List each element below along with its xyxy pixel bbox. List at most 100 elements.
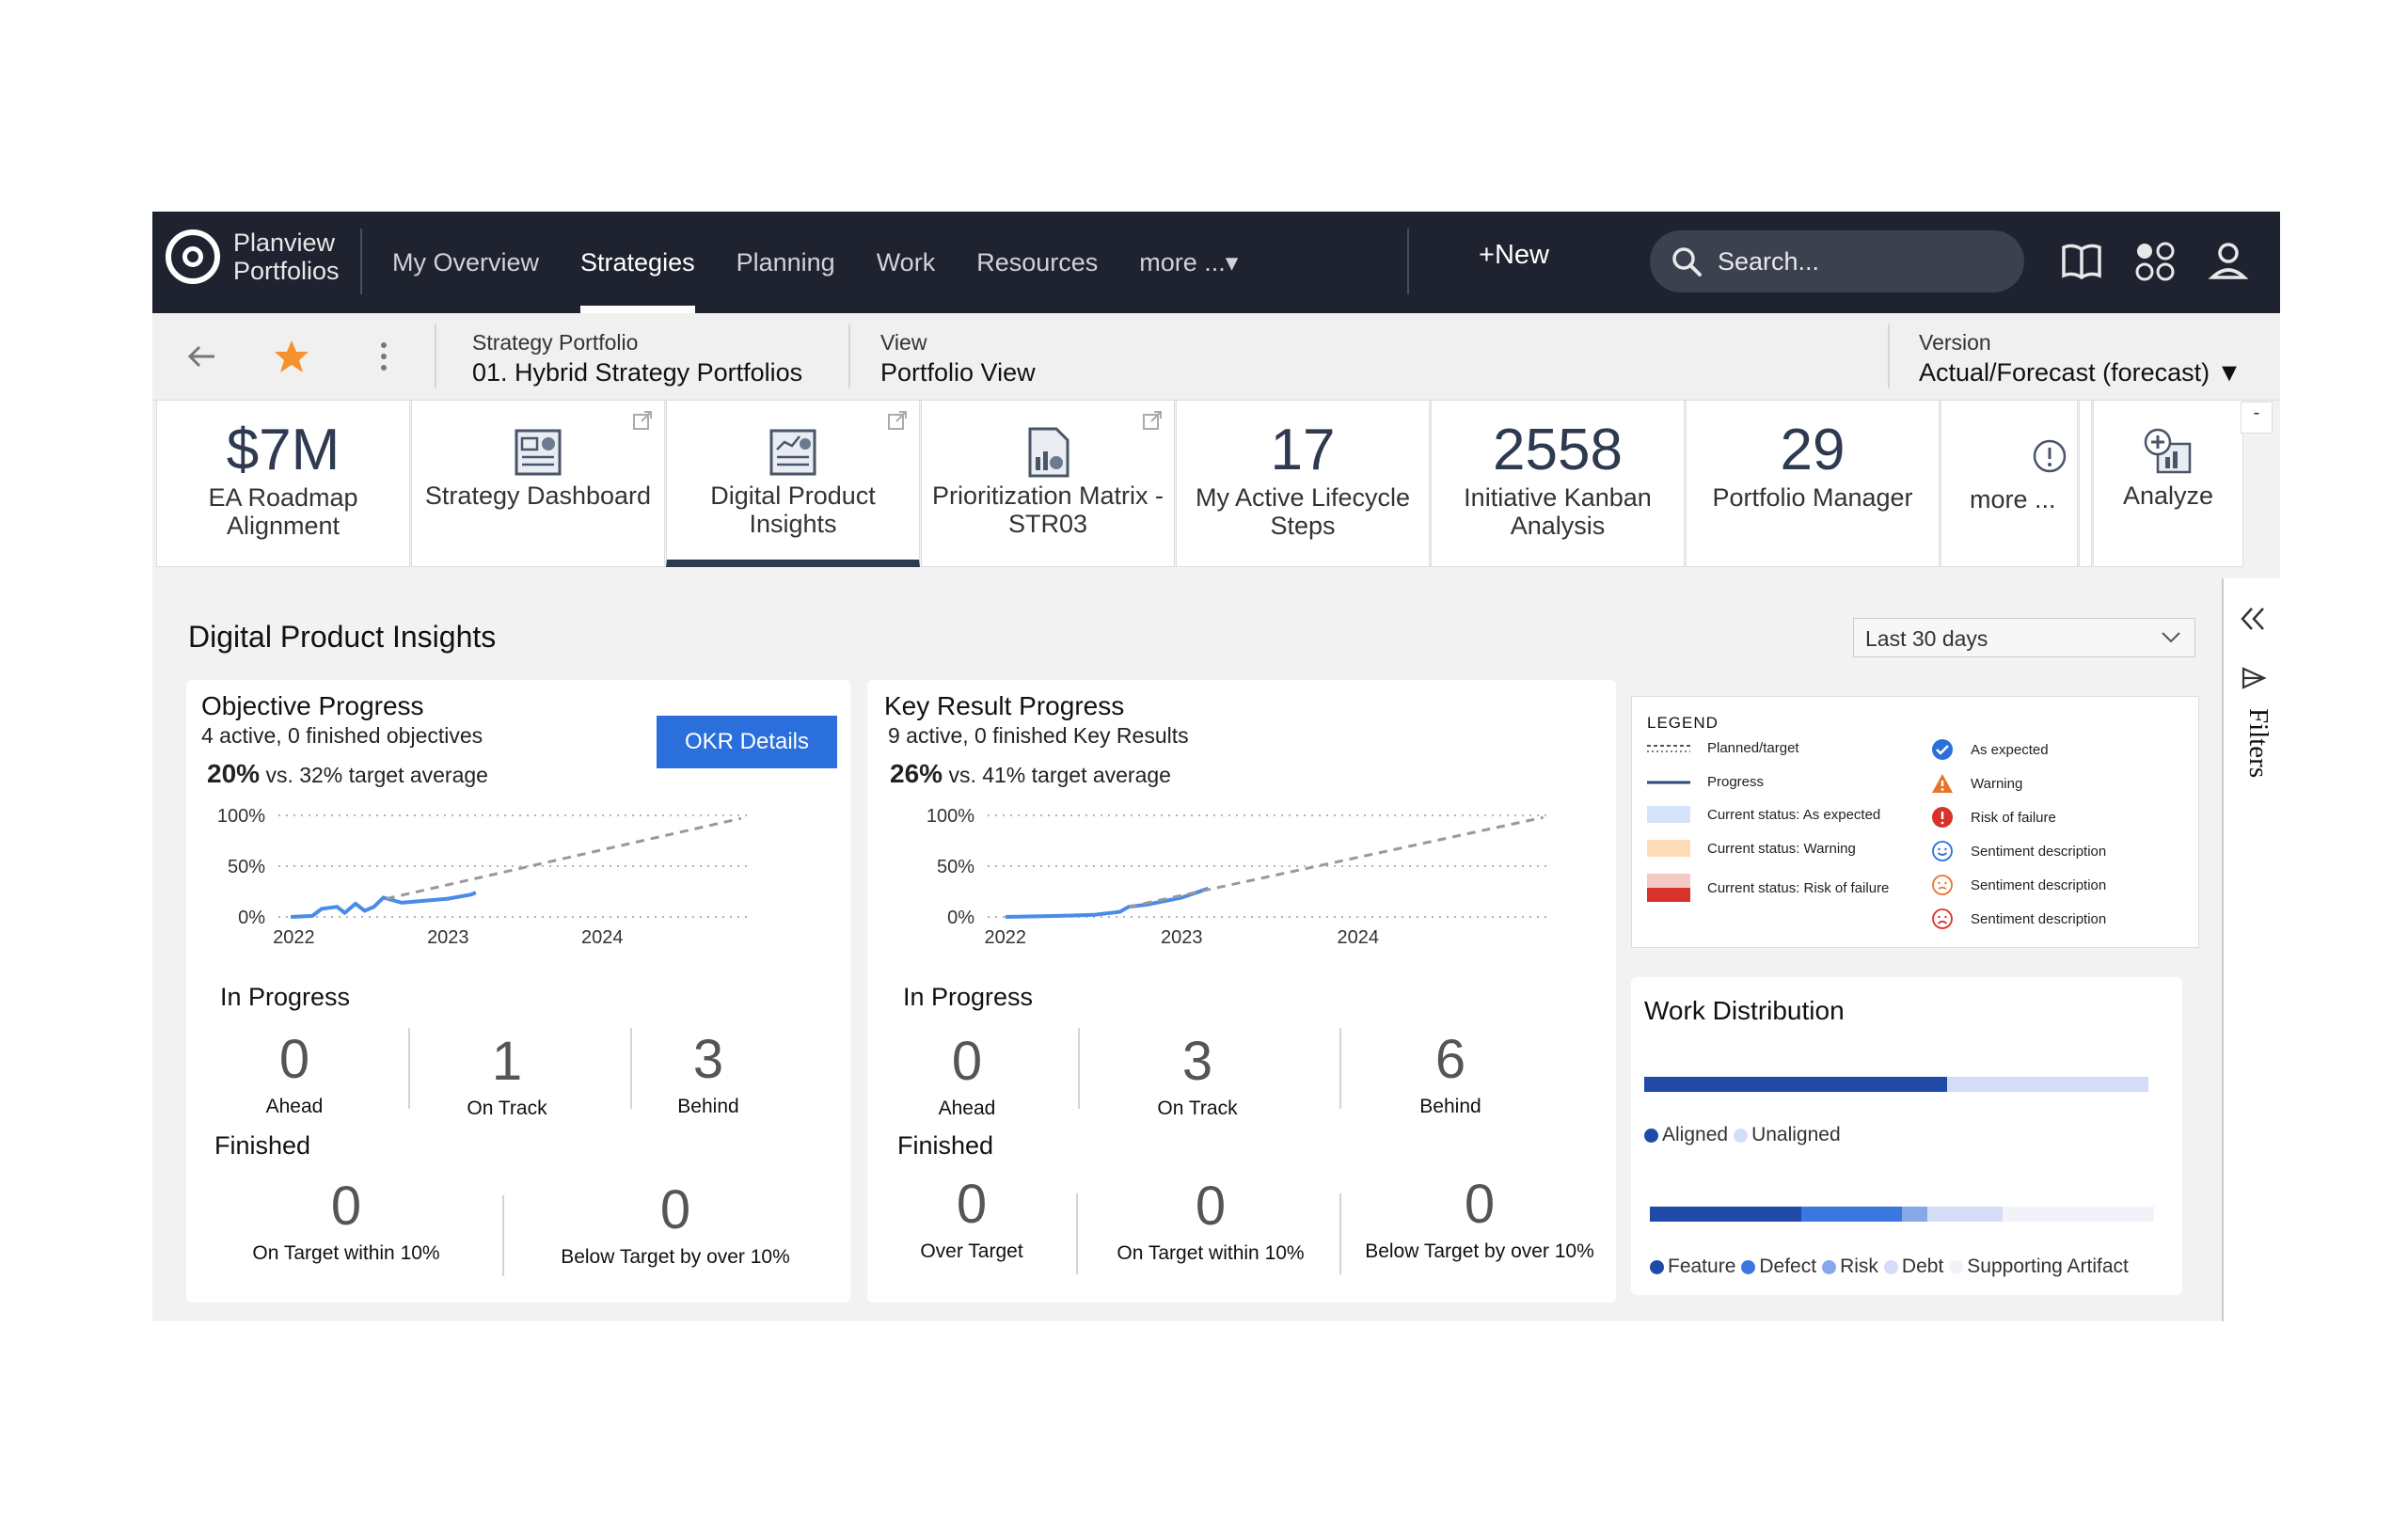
bar-segment-aligned[interactable]: [1644, 1077, 1947, 1092]
apps-grid-icon[interactable]: [2131, 238, 2178, 285]
legend-dot: [1883, 1259, 1898, 1274]
context-divider: [1888, 324, 1890, 388]
strategy-portfolio-selector[interactable]: 01. Hybrid Strategy Portfolios: [472, 358, 803, 387]
legend-sentiment-neutral: Sentiment description: [1931, 874, 2106, 896]
legend-label: Debt: [1901, 1255, 1944, 1277]
filters-label[interactable]: Filters: [2243, 708, 2273, 779]
y-tick-label: 0%: [238, 908, 265, 928]
bar-segment-unaligned[interactable]: [1946, 1077, 2148, 1092]
double-chevron-left-icon[interactable]: [2239, 605, 2267, 633]
bar-segment-supporting-artifact[interactable]: [2003, 1207, 2154, 1222]
objective-progress-card: Objective Progress 4 active, 0 finished …: [186, 680, 850, 1303]
stat-behind: 6 Behind: [1385, 1030, 1516, 1118]
external-link-icon[interactable]: [887, 410, 908, 431]
stat-value: 0: [1195, 1176, 1227, 1237]
legend-label: Unaligned: [1751, 1124, 1841, 1145]
planview-logo[interactable]: Planview Portfolios: [166, 229, 365, 285]
legend-panel: LEGEND Planned/target Progress Current s…: [1631, 696, 2199, 948]
new-button[interactable]: +New: [1479, 240, 1549, 271]
view-selector[interactable]: Portfolio View: [880, 358, 1036, 387]
tile-strategy-dashboard[interactable]: Strategy Dashboard: [411, 400, 665, 567]
key-result-percent: 26%: [890, 759, 943, 788]
progress-line: [291, 891, 477, 919]
tile-analyze[interactable]: Analyze: [2093, 400, 2243, 567]
bar-segment-risk[interactable]: [1901, 1207, 1927, 1222]
filters-panel: Filters: [2222, 578, 2280, 1321]
work-distribution-card: Work Distribution Aligned Unaligned Featu…: [1631, 977, 2182, 1295]
key-result-percent-summary: 26% vs. 41% target average: [890, 759, 1171, 789]
date-range-value: Last 30 days: [1865, 626, 1988, 651]
tile-prioritization-matrix[interactable]: Prioritization Matrix - STR03: [921, 400, 1175, 567]
bar-segment-defect[interactable]: [1800, 1207, 1902, 1222]
stat-divider: [1339, 1028, 1341, 1109]
legend-sentiment-sad: Sentiment description: [1931, 908, 2106, 930]
stat-label: Behind: [677, 1096, 739, 1117]
solid-line-swatch: [1647, 781, 1690, 783]
stat-label: Ahead: [938, 1098, 996, 1119]
back-arrow-icon[interactable]: [184, 340, 218, 373]
main-content: Digital Product Insights Last 30 days Ob…: [152, 578, 2222, 1321]
stat-value: 1: [491, 1031, 523, 1092]
date-range-select[interactable]: Last 30 days: [1853, 618, 2195, 657]
x-tick-label: 2022: [985, 927, 1027, 948]
warning-triangle-icon: [1932, 774, 1953, 793]
progress-line: [1005, 886, 1210, 919]
favorite-star-icon[interactable]: [273, 338, 310, 375]
in-progress-title: In Progress: [220, 983, 351, 1011]
bar-segment-feature[interactable]: [1650, 1207, 1801, 1222]
version-selector[interactable]: Actual/Forecast (forecast) ▼: [1919, 358, 2242, 387]
nav-my-overview[interactable]: My Overview: [392, 247, 540, 276]
document-chart-icon: [1028, 427, 1069, 478]
collapse-tiles-button[interactable]: -: [2241, 402, 2273, 434]
logo-line-1: Planview: [233, 229, 336, 257]
info-alert-icon: [2033, 439, 2067, 473]
okr-details-button[interactable]: OKR Details: [657, 716, 837, 768]
tile-ea-roadmap[interactable]: $7M EA Roadmap Alignment: [156, 400, 410, 567]
tile-label: Portfolio Manager: [1712, 483, 1913, 512]
filter-funnel-icon[interactable]: [2241, 665, 2267, 691]
x-tick-label: 2023: [427, 927, 469, 948]
nav-strategies[interactable]: Strategies: [580, 212, 695, 313]
tile-separator: [2079, 400, 2092, 567]
plus-icon: +: [1479, 240, 1495, 270]
nav-more[interactable]: more ...▾: [1139, 247, 1239, 276]
tile-label: Analyze: [2122, 482, 2214, 510]
legend-dot: [1949, 1259, 1964, 1274]
bar-segment-debt[interactable]: [1926, 1207, 2004, 1222]
y-tick-label: 0%: [947, 908, 974, 928]
more-options-icon[interactable]: [378, 340, 389, 373]
tile-portfolio-manager[interactable]: 29 Portfolio Manager: [1686, 400, 1940, 567]
y-tick-label: 50%: [937, 857, 974, 877]
user-profile-icon[interactable]: [2205, 238, 2252, 285]
risk-swatch: [1647, 874, 1690, 902]
warning-swatch: [1647, 840, 1690, 857]
y-tick-label: 100%: [927, 806, 974, 827]
legend-risk-of-failure: Risk of failure: [1931, 806, 2056, 829]
stat-divider: [502, 1195, 504, 1276]
search-input[interactable]: [1716, 245, 2002, 277]
external-link-icon[interactable]: [632, 410, 653, 431]
app-window: Planview Portfolios My Overview Strategi…: [152, 212, 2280, 1321]
legend-as-expected: As expected: [1931, 738, 2049, 761]
tile-label: Digital Product Insights: [710, 482, 876, 538]
nav-planning[interactable]: Planning: [736, 247, 835, 276]
nav-resources[interactable]: Resources: [976, 247, 1099, 276]
legend-warning: Warning: [1931, 772, 2022, 795]
neutral-face-icon: [1932, 875, 1953, 895]
dashed-line-swatch: [1647, 744, 1690, 752]
tile-more[interactable]: more ...: [1941, 400, 2078, 567]
objective-target-text: vs. 32% target average: [265, 763, 488, 787]
tile-label: Strategy Dashboard: [424, 482, 652, 510]
search-box[interactable]: [1650, 230, 2024, 292]
card-title: Objective Progress: [201, 691, 424, 720]
legend-dot: [1822, 1259, 1837, 1274]
card-title: Work Distribution: [1644, 996, 1845, 1025]
context-bar: Strategy Portfolio 01. Hybrid Strategy P…: [152, 313, 2280, 401]
nav-work[interactable]: Work: [876, 247, 936, 276]
book-icon[interactable]: [2058, 238, 2105, 285]
tile-initiative-kanban[interactable]: 2558 Initiative Kanban Analysis: [1431, 400, 1685, 567]
tile-active-lifecycle-steps[interactable]: 17 My Active Lifecycle Steps: [1176, 400, 1430, 567]
external-link-icon[interactable]: [1142, 410, 1163, 431]
card-subtitle: 9 active, 0 finished Key Results: [888, 723, 1189, 748]
tile-digital-product-insights[interactable]: Digital Product Insights: [666, 400, 920, 567]
